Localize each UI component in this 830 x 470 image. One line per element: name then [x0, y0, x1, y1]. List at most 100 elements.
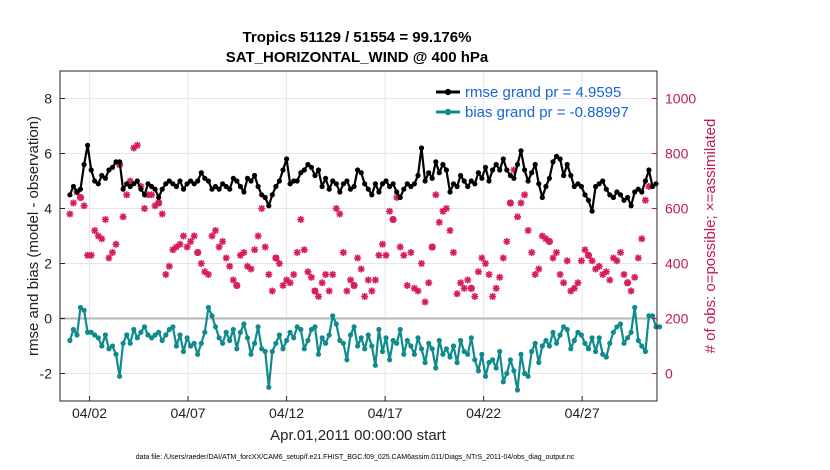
- obs-count-point: [542, 235, 550, 243]
- obs-count-point: [183, 243, 191, 251]
- rmse-point: [525, 178, 531, 184]
- obs-count-marker: [588, 257, 596, 265]
- obs-count-point: [332, 205, 340, 212]
- left-tick-label: 8: [44, 91, 52, 107]
- obs-count-marker: [190, 232, 198, 240]
- obs-count-marker: [94, 232, 102, 240]
- obs-count-marker: [585, 251, 592, 259]
- obs-possible-marker: [350, 282, 358, 289]
- obs-count-marker: [183, 243, 191, 251]
- obs-count-marker: [101, 216, 109, 223]
- rmse-point: [585, 197, 592, 203]
- obs-count-marker: [290, 271, 298, 278]
- right-axis-ticks: 0 200 400 600 800 1000: [652, 91, 696, 382]
- bias-point: [397, 326, 403, 333]
- obs-count-point: [620, 271, 628, 278]
- obs-count-point: [514, 213, 521, 221]
- obs-count-point: [219, 238, 227, 245]
- bias-point: [280, 346, 286, 352]
- bias-point: [387, 357, 393, 363]
- obs-count-marker: [339, 249, 347, 256]
- rmse-point: [294, 178, 300, 184]
- rmse-point: [191, 181, 197, 187]
- bias-point: [259, 346, 265, 352]
- obs-count-marker: [229, 276, 237, 284]
- obs-count-point: [567, 287, 575, 295]
- rmse-point: [607, 192, 613, 198]
- rmse-point: [308, 164, 314, 170]
- obs-count-marker: [236, 251, 244, 259]
- obs-count-point: [80, 202, 88, 210]
- obs-count-point: [155, 199, 163, 207]
- obs-count-marker: [251, 246, 259, 254]
- obs-count-point: [236, 251, 244, 259]
- bias-point: [152, 332, 158, 338]
- obs-count-marker: [354, 254, 362, 262]
- rmse-point: [486, 178, 492, 184]
- bias-point: [276, 332, 282, 338]
- obs-count-marker: [272, 254, 280, 262]
- bias-point: [241, 321, 247, 327]
- bias-point: [422, 359, 428, 366]
- obs-count-point: [165, 262, 173, 270]
- obs-count-marker: [325, 287, 333, 295]
- obs-count-point: [229, 276, 237, 284]
- obs-count-point: [641, 196, 649, 204]
- rmse-point: [472, 181, 478, 187]
- rmse-point: [571, 183, 577, 190]
- obs-count-point: [379, 240, 386, 248]
- bias-point: [500, 379, 506, 385]
- bias-point: [173, 343, 179, 349]
- obs-count-point: [577, 257, 585, 265]
- left-tick-label: 4: [44, 201, 52, 217]
- bias-point: [493, 365, 499, 371]
- left-axis-ticks: -2 0 2 4 6 8: [40, 91, 65, 382]
- rmse-point: [138, 186, 144, 192]
- rmse-point: [632, 189, 638, 195]
- obs-count-point: [126, 177, 134, 185]
- obs-count-point: [204, 271, 212, 278]
- obs-count-point: [489, 293, 497, 300]
- obs-count-point: [226, 262, 234, 270]
- bias-point: [145, 332, 151, 338]
- rmse-point: [152, 186, 158, 192]
- obs-count-point: [631, 273, 639, 281]
- obs-count-marker: [141, 205, 148, 212]
- obs-count-marker: [499, 254, 507, 262]
- obs-count-point: [251, 246, 259, 254]
- bias-point: [198, 340, 204, 346]
- rmse-point: [522, 167, 528, 173]
- obs-count-marker: [464, 276, 472, 284]
- rmse-point: [88, 167, 94, 173]
- obs-possible-marker: [428, 243, 436, 251]
- rmse-point: [500, 156, 506, 162]
- rmse-point: [117, 159, 123, 165]
- obs-count-point: [599, 271, 607, 278]
- rmse-point: [543, 183, 549, 190]
- obs-count-marker: [265, 271, 273, 278]
- rmse-point: [458, 172, 464, 179]
- obs-count-marker: [595, 262, 603, 270]
- obs-count-point: [393, 194, 401, 201]
- rmse-point: [404, 181, 410, 187]
- obs-count-point: [496, 273, 504, 281]
- rmse-point: [305, 161, 311, 168]
- obs-count-marker: [283, 276, 291, 284]
- rmse-point: [173, 183, 179, 190]
- obs-count-marker: [510, 166, 518, 174]
- bias-point: [426, 340, 432, 346]
- obs-possible-marker: [233, 282, 241, 289]
- bias-point: [543, 337, 549, 344]
- obs-count-marker: [450, 249, 457, 256]
- x-tick-label: 04/02: [72, 405, 107, 421]
- rmse-point: [92, 178, 98, 184]
- bias-point: [646, 313, 652, 319]
- obs-count-point: [485, 271, 493, 278]
- rmse-point: [99, 172, 105, 179]
- obs-count-point: [570, 284, 578, 292]
- obs-possible-marker: [389, 216, 397, 223]
- bias-point: [124, 332, 130, 338]
- bias-point: [291, 335, 297, 341]
- rmse-point: [454, 183, 460, 190]
- obs-count-point: [595, 262, 603, 270]
